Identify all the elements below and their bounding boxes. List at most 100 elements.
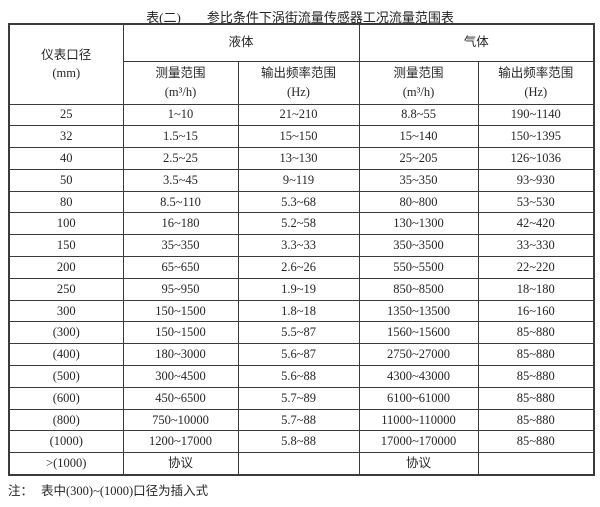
- value-cell: 8.8~55: [358, 103, 479, 127]
- value-cell: 350~3500: [358, 234, 479, 258]
- value-cell: 6100~61000: [358, 386, 479, 410]
- table-row: 100 16~180 5.2~58 130~1300 42~420: [8, 212, 595, 236]
- footnote-text: 表中(300)~(1000)口径为插入式: [41, 483, 209, 498]
- value-cell: 150~1395: [477, 125, 595, 149]
- value-cell: 300~4500: [122, 365, 239, 388]
- value-cell: 1.8~18: [237, 299, 360, 323]
- header-group-row: 仪表口径 (mm) 液体 气体: [8, 23, 595, 105]
- value-cell: 85~880: [477, 365, 595, 388]
- diameter-cell: 250: [8, 277, 124, 301]
- subheader-liquid-output-frequency-label: 输出频率范围: [261, 66, 337, 81]
- flow-range-table: 仪表口径 (mm) 液体 气体 测量范围 (m³/h) 输出频率范围 (Hz) …: [8, 23, 596, 476]
- page-title: 表(二) 参比条件下涡街流量传感器工况流量范围表: [0, 0, 600, 25]
- diameter-cell: >(1000): [8, 452, 124, 476]
- value-cell: 150~1500: [122, 321, 239, 345]
- diameter-cell: 50: [8, 168, 124, 192]
- value-cell: 130~1300: [358, 212, 479, 236]
- value-cell: 15~140: [358, 125, 479, 149]
- table-row: 32 1.5~15 15~150 15~140 150~1395: [8, 125, 595, 149]
- value-cell: 35~350: [358, 168, 479, 192]
- value-cell: 93~930: [477, 168, 595, 192]
- diameter-cell: 80: [8, 190, 124, 214]
- diameter-cell: (800): [8, 408, 124, 432]
- diameter-cell: 40: [8, 147, 124, 170]
- value-cell: 1.5~15: [122, 125, 239, 149]
- value-cell: 550~5500: [358, 256, 479, 279]
- col-header-diameter: 仪表口径 (mm): [8, 23, 124, 105]
- value-cell: 1.9~19: [237, 277, 360, 301]
- value-cell: 1200~17000: [122, 430, 239, 454]
- value-cell: 18~180: [477, 277, 595, 301]
- value-cell: 2.6~26: [237, 256, 360, 279]
- subheader-gas-output-frequency-label: 输出频率范围: [498, 66, 574, 81]
- table-row: 200 65~650 2.6~26 550~5500 22~220: [8, 256, 595, 279]
- table-row: (600) 450~6500 5.7~89 6100~61000 85~880: [8, 386, 595, 410]
- table-row: (800) 750~10000 5.7~88 11000~110000 85~880: [8, 408, 595, 432]
- footnote-label: 注：: [8, 483, 34, 498]
- value-cell: 4300~43000: [358, 365, 479, 388]
- table-row: 300 150~1500 1.8~18 1350~13500 16~160: [8, 299, 595, 323]
- value-cell: 85~880: [477, 321, 595, 345]
- value-cell: 16~160: [477, 299, 595, 323]
- table-row: 250 95~950 1.9~19 850~8500 18~180: [8, 277, 595, 301]
- value-cell: 1~10: [122, 103, 239, 127]
- table-number: 表(二): [146, 10, 181, 25]
- value-cell: 21~210: [237, 103, 360, 127]
- value-cell: 协议: [122, 452, 239, 476]
- value-cell: 3.5~45: [122, 168, 239, 192]
- value-cell: 8.5~110: [122, 190, 239, 214]
- value-cell: 42~420: [477, 212, 595, 236]
- value-cell: 3.3~33: [237, 234, 360, 258]
- value-cell: 13~130: [237, 147, 360, 170]
- value-cell: 1350~13500: [358, 299, 479, 323]
- diameter-cell: 200: [8, 256, 124, 279]
- subheader-liquid-output-frequency-unit: (Hz): [287, 84, 310, 99]
- value-cell: 1560~15600: [358, 321, 479, 345]
- table-row: >(1000) 协议 协议: [8, 452, 595, 476]
- value-cell: 25~205: [358, 147, 479, 170]
- table-header: 仪表口径 (mm) 液体 气体 测量范围 (m³/h) 输出频率范围 (Hz) …: [8, 23, 595, 105]
- table-row: 80 8.5~110 5.3~68 80~800 53~530: [8, 190, 595, 214]
- diameter-cell: (300): [8, 321, 124, 345]
- table-row: (500) 300~4500 5.6~88 4300~43000 85~880: [8, 365, 595, 388]
- table-body: 25 1~10 21~210 8.8~55 190~1140 32 1.5~15 15~150…: [8, 103, 595, 476]
- value-cell: 180~3000: [122, 343, 239, 367]
- subheader-gas-output-frequency-unit: (Hz): [524, 84, 548, 99]
- diameter-cell: 25: [8, 103, 124, 127]
- diameter-cell: (1000): [8, 430, 124, 454]
- subheader-gas-output-frequency: 输出频率范围 (Hz): [477, 60, 595, 105]
- subheader-liquid-output-frequency: 输出频率范围 (Hz): [237, 60, 360, 105]
- subheader-liquid-measure-range: 测量范围 (m³/h): [122, 60, 239, 105]
- value-cell: 5.2~58: [237, 212, 360, 236]
- group-header-liquid: 液体: [122, 23, 360, 62]
- diameter-cell: 300: [8, 299, 124, 323]
- value-cell: 5.6~88: [237, 365, 360, 388]
- value-cell: [237, 452, 360, 476]
- subheader-liquid-measure-range-unit: (m³/h): [164, 84, 197, 99]
- value-cell: 15~150: [237, 125, 360, 149]
- value-cell: [477, 452, 595, 476]
- value-cell: 5.5~87: [237, 321, 360, 345]
- table-footnote: 注： 表中(300)~(1000)口径为插入式: [8, 480, 600, 499]
- value-cell: 22~220: [477, 256, 595, 279]
- value-cell: 5.6~87: [237, 343, 360, 367]
- value-cell: 85~880: [477, 386, 595, 410]
- value-cell: 85~880: [477, 343, 595, 367]
- value-cell: 33~330: [477, 234, 595, 258]
- value-cell: 16~180: [122, 212, 239, 236]
- header-sub-row: 测量范围 (m³/h) 输出频率范围 (Hz) 测量范围 (m³/h) 输出频率…: [9, 60, 595, 105]
- value-cell: 85~880: [477, 430, 595, 454]
- group-header-gas: 气体: [358, 23, 595, 62]
- diameter-cell: 150: [8, 234, 124, 258]
- value-cell: 17000~170000: [358, 430, 479, 454]
- value-cell: 2750~27000: [358, 343, 479, 367]
- value-cell: 190~1140: [477, 103, 595, 127]
- table-row: 50 3.5~45 9~119 35~350 93~930: [8, 168, 595, 192]
- value-cell: 2.5~25: [122, 147, 239, 170]
- table-title-text: 参比条件下涡街流量传感器工况流量范围表: [206, 10, 454, 25]
- value-cell: 95~950: [122, 277, 239, 301]
- diameter-cell: (600): [8, 386, 124, 410]
- subheader-gas-measure-range-unit: (m³/h): [402, 84, 435, 99]
- subheader-gas-measure-range-label: 测量范围: [393, 66, 444, 81]
- diameter-cell: (500): [8, 365, 124, 388]
